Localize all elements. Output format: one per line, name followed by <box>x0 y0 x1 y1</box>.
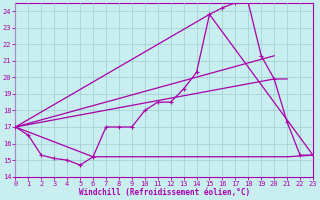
X-axis label: Windchill (Refroidissement éolien,°C): Windchill (Refroidissement éolien,°C) <box>79 188 250 197</box>
